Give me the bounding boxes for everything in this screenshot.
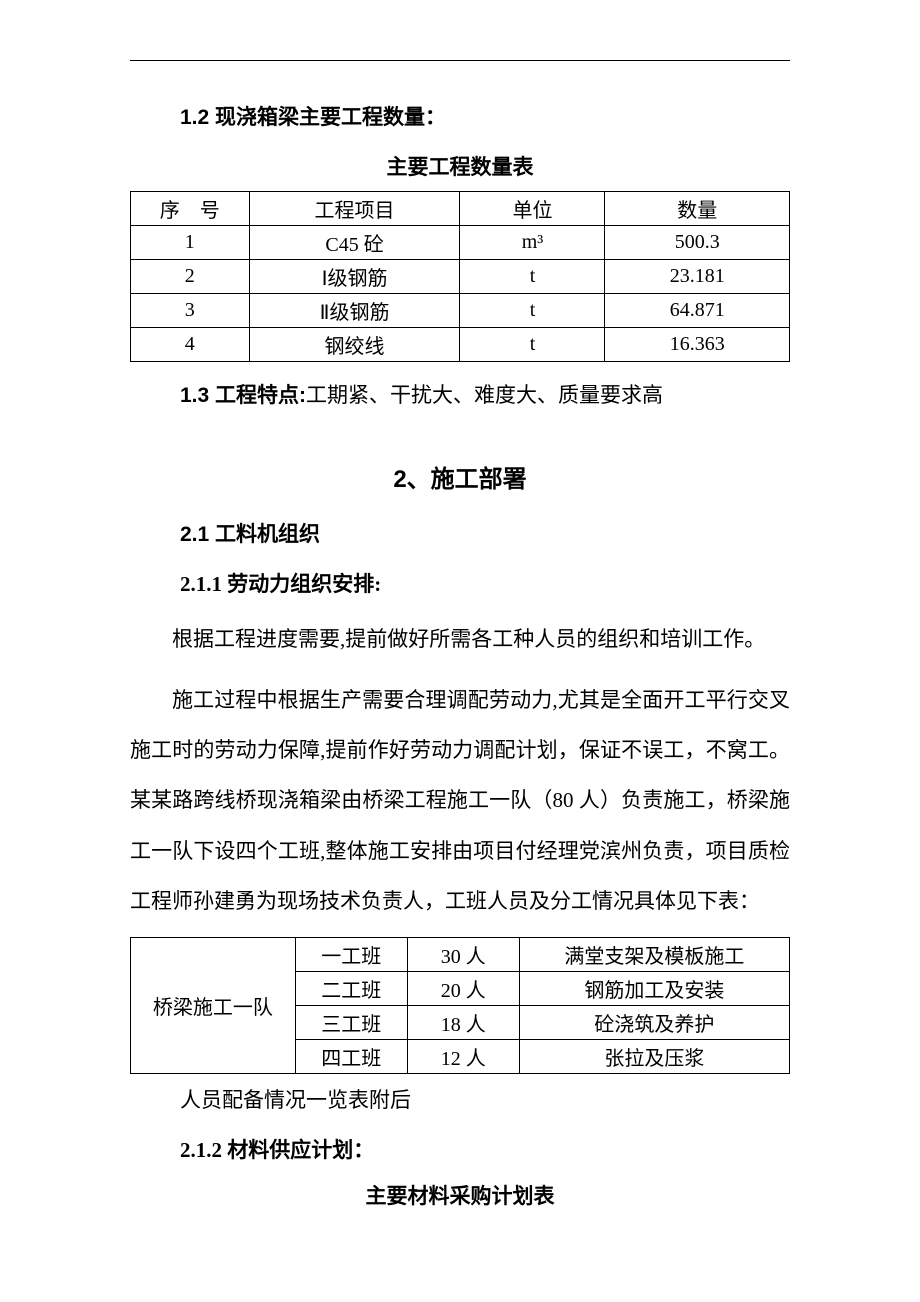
team-table: 桥梁施工一队 一工班 30 人 满堂支架及模板施工 二工班 20 人 钢筋加工及… <box>130 937 790 1074</box>
cell: 三工班 <box>295 1005 407 1039</box>
heading-2-1-1: 2.1.1 劳动力组织安排: <box>180 568 790 598</box>
heading-2-1: 2.1 工料机组织 <box>180 518 790 548</box>
cell: Ⅱ级钢筋 <box>249 294 460 328</box>
table-2-title: 主要材料采购计划表 <box>130 1180 790 1210</box>
cell: 3 <box>131 294 250 328</box>
section-2-title: 2、施工部署 <box>130 459 790 494</box>
cell: t <box>460 260 605 294</box>
cell: 张拉及压浆 <box>519 1039 789 1073</box>
table-1-title: 主要工程数量表 <box>130 151 790 181</box>
cell: 23.181 <box>605 260 790 294</box>
col-header: 序 号 <box>131 192 250 226</box>
heading-1-3-text: 工期紧、干扰大、难度大、质量要求高 <box>306 383 663 407</box>
cell: 二工班 <box>295 971 407 1005</box>
cell: 16.363 <box>605 328 790 362</box>
col-header: 工程项目 <box>249 192 460 226</box>
cell: 500.3 <box>605 226 790 260</box>
table-row: 1 C45 砼 m³ 500.3 <box>131 226 790 260</box>
cell: 钢绞线 <box>249 328 460 362</box>
heading-2-1-2: 2.1.2 材料供应计划： <box>180 1134 790 1164</box>
heading-1-2: 1.2 现浇箱梁主要工程数量： <box>180 101 790 131</box>
cell: 20 人 <box>407 971 519 1005</box>
cell: 1 <box>131 226 250 260</box>
cell: t <box>460 328 605 362</box>
cell: Ⅰ级钢筋 <box>249 260 460 294</box>
paragraph: 根据工程进度需要,提前做好所需各工种人员的组织和培训工作。 <box>130 614 790 664</box>
col-header: 数量 <box>605 192 790 226</box>
cell: 满堂支架及模板施工 <box>519 937 789 971</box>
cell: 64.871 <box>605 294 790 328</box>
paragraph: 施工过程中根据生产需要合理调配劳动力,尤其是全面开工平行交叉施工时的劳动力保障,… <box>130 675 790 927</box>
team-name-cell: 桥梁施工一队 <box>131 937 296 1073</box>
after-table-note: 人员配备情况一览表附后 <box>180 1084 790 1114</box>
table-row: 4 钢绞线 t 16.363 <box>131 328 790 362</box>
cell: 30 人 <box>407 937 519 971</box>
cell: t <box>460 294 605 328</box>
cell: 12 人 <box>407 1039 519 1073</box>
cell: 一工班 <box>295 937 407 971</box>
document-page: 1.2 现浇箱梁主要工程数量： 主要工程数量表 序 号 工程项目 单位 数量 1… <box>0 0 920 1302</box>
table-row: 桥梁施工一队 一工班 30 人 满堂支架及模板施工 <box>131 937 790 971</box>
cell: m³ <box>460 226 605 260</box>
cell: C45 砼 <box>249 226 460 260</box>
header-rule <box>130 60 790 61</box>
cell: 钢筋加工及安装 <box>519 971 789 1005</box>
col-header: 单位 <box>460 192 605 226</box>
section-1-3: 1.3 工程特点:工期紧、干扰大、难度大、质量要求高 <box>180 372 790 419</box>
table-row: 3 Ⅱ级钢筋 t 64.871 <box>131 294 790 328</box>
heading-1-3-label: 1.3 工程特点: <box>180 384 306 407</box>
cell: 18 人 <box>407 1005 519 1039</box>
cell: 4 <box>131 328 250 362</box>
cell: 四工班 <box>295 1039 407 1073</box>
table-header-row: 序 号 工程项目 单位 数量 <box>131 192 790 226</box>
quantities-table: 序 号 工程项目 单位 数量 1 C45 砼 m³ 500.3 2 Ⅰ级钢筋 t… <box>130 191 790 362</box>
table-row: 2 Ⅰ级钢筋 t 23.181 <box>131 260 790 294</box>
cell: 砼浇筑及养护 <box>519 1005 789 1039</box>
cell: 2 <box>131 260 250 294</box>
